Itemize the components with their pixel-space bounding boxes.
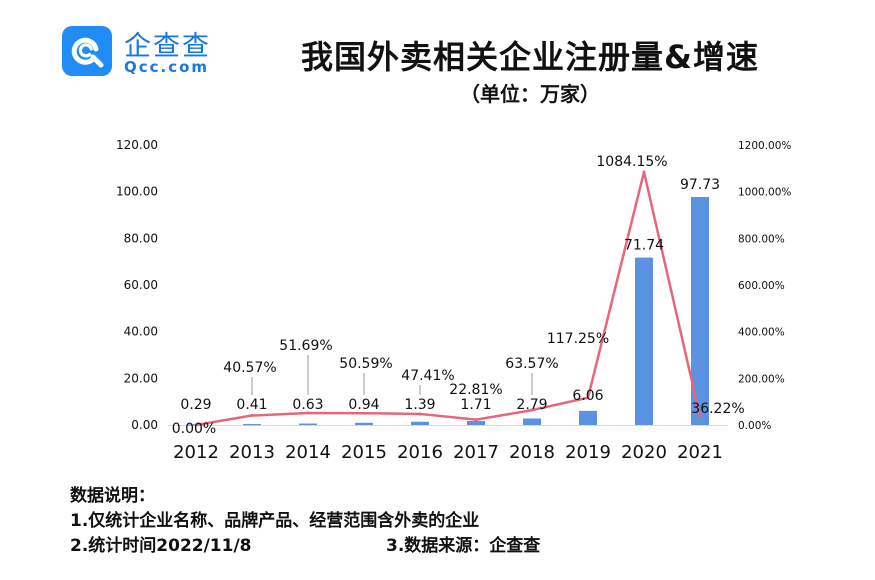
left-tick-label: 0.00 <box>131 418 158 432</box>
line-point <box>194 423 198 427</box>
bar-value-label: 71.74 <box>624 238 664 254</box>
line-value-label: 0.00% <box>172 421 216 437</box>
bar-value-label: 0.63 <box>292 397 323 413</box>
line-value-label: 117.25% <box>547 331 609 347</box>
bar-value-label: 0.29 <box>180 397 211 413</box>
x-tick-label: 2017 <box>453 442 499 463</box>
bar <box>299 423 317 425</box>
line-value-label: 50.59% <box>339 356 392 372</box>
bar-value-label: 0.94 <box>348 397 379 413</box>
line-point <box>530 408 534 412</box>
bar <box>523 418 541 425</box>
chart-title: 我国外卖相关企业注册量&增速 <box>301 38 759 76</box>
left-tick-label: 40.00 <box>124 325 158 339</box>
bar <box>467 421 485 425</box>
x-axis: 2012 2013 2014 2015 2016 2017 2018 2019 2020 2021 <box>173 442 723 463</box>
line-value-label: 1084.15% <box>596 154 667 170</box>
x-tick-label: 2015 <box>341 442 387 463</box>
notes-date: 2.统计时间2022/11/8 <box>70 536 252 556</box>
x-tick-label: 2018 <box>509 442 555 463</box>
notes-heading: 数据说明： <box>70 486 155 506</box>
bar <box>243 424 261 426</box>
right-tick-label: 1000.00% <box>738 187 791 199</box>
right-tick-label: 1200.00% <box>738 140 791 152</box>
right-tick-label: 200.00% <box>738 373 785 385</box>
bar-series <box>187 196 709 426</box>
right-tick-label: 0.00% <box>738 420 771 432</box>
line-value-label: 63.57% <box>505 356 558 372</box>
notes-line-2: 2.统计时间2022/11/8 3.数据来源：企查查 <box>70 534 540 559</box>
line-value-label: 51.69% <box>279 338 332 354</box>
notes-line-1: 1.仅统计企业名称、品牌产品、经营范围含外卖的企业 <box>70 511 480 531</box>
line-point <box>642 170 646 174</box>
bar-value-label: 0.41 <box>236 397 267 413</box>
bar-value-label: 1.39 <box>404 397 435 413</box>
x-tick-label: 2013 <box>229 442 275 463</box>
notes-source: 3.数据来源：企查查 <box>386 536 541 556</box>
growth-line <box>195 170 702 427</box>
line-point <box>474 418 478 422</box>
line-value-label: 40.57% <box>223 360 276 376</box>
logo: 企查查 Qcc.com <box>62 22 222 82</box>
bar-value-label: 2.79 <box>516 397 547 413</box>
logo-name: 企查查 <box>124 31 211 62</box>
bar <box>579 410 597 425</box>
growth-line-series <box>194 170 702 427</box>
line-point <box>698 415 702 419</box>
data-notes: 数据说明： 1.仅统计企业名称、品牌产品、经营范围含外卖的企业 2.统计时间20… <box>70 484 540 559</box>
x-tick-label: 2021 <box>677 442 723 463</box>
x-tick-label: 2014 <box>285 442 331 463</box>
chart-subtitle: （单位：万家） <box>460 82 600 106</box>
left-tick-label: 100.00 <box>116 185 158 199</box>
line-point <box>250 414 254 418</box>
line-value-label: 36.22% <box>691 401 744 417</box>
x-tick-label: 2019 <box>565 442 611 463</box>
line-value-label: 22.81% <box>449 382 502 398</box>
right-tick-label: 600.00% <box>738 280 785 292</box>
right-tick-label: 800.00% <box>738 233 785 245</box>
line-point <box>586 396 590 400</box>
bar-value-label: 6.06 <box>572 388 603 404</box>
bar <box>691 196 709 425</box>
label-leader-lines <box>251 355 533 395</box>
line-value-label: 47.41% <box>401 368 454 384</box>
bar-value-label: 1.71 <box>460 397 491 413</box>
left-tick-label: 60.00 <box>124 278 158 292</box>
left-tick-label: 80.00 <box>124 231 158 245</box>
line-data-labels: 0.00% 40.57%51.69% 50.59% 47.41%22.81%63.57… <box>172 154 745 437</box>
x-tick-label: 2020 <box>621 442 667 463</box>
line-point <box>418 412 422 416</box>
bar <box>411 421 429 425</box>
bar <box>635 257 653 425</box>
right-tick-label: 400.00% <box>738 327 785 339</box>
left-axis: 0.00 20.00 40.00 60.00 80.00 100.00 120.00 <box>116 138 158 432</box>
x-tick-label: 2012 <box>173 442 219 463</box>
logo-domain: Qcc.com <box>124 58 210 76</box>
right-axis: 0.00% 200.00% 400.00% 600.00% 800.00% 1000.00… <box>738 140 791 432</box>
bar <box>355 422 373 425</box>
bar-data-labels: 0.29 0.41 0.63 0.94 1.39 1.71 2.79 6.06 71.74 97.… <box>180 177 720 413</box>
bar-value-label: 97.73 <box>680 177 720 193</box>
x-tick-label: 2016 <box>397 442 443 463</box>
qcc-logo-icon <box>62 26 112 76</box>
line-point <box>362 411 366 415</box>
left-tick-label: 20.00 <box>124 371 158 385</box>
left-tick-label: 120.00 <box>116 138 158 152</box>
line-point <box>306 411 310 415</box>
